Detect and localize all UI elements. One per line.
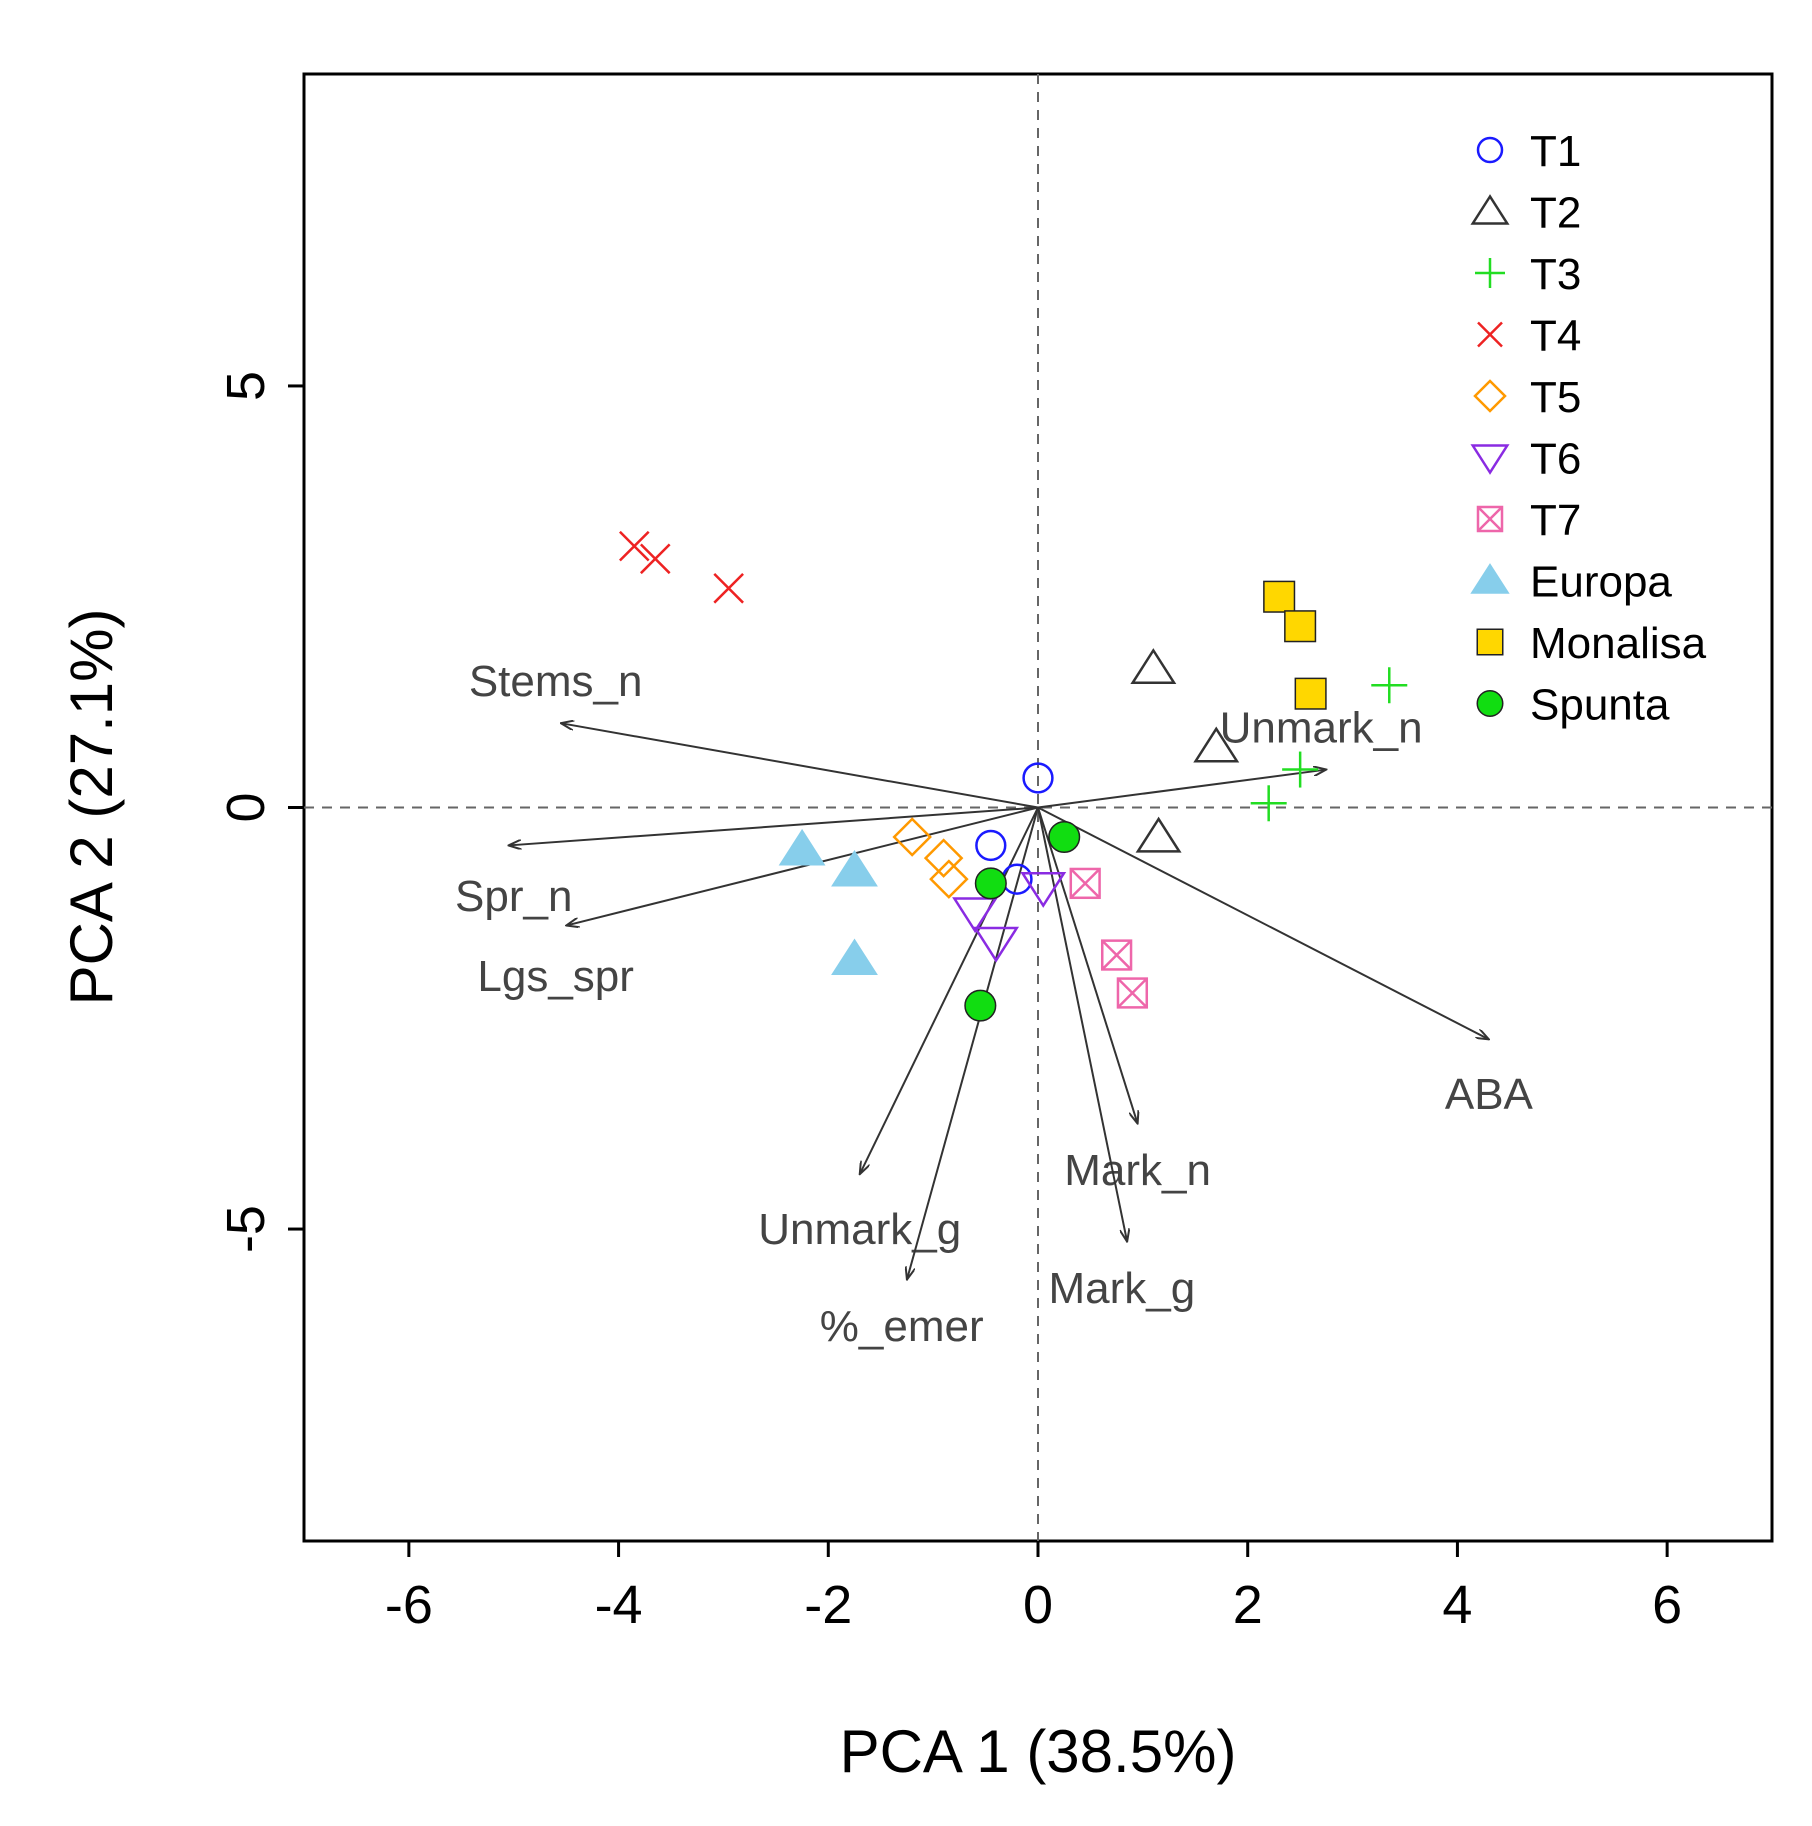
legend-marker-monalisa xyxy=(1476,628,1504,656)
legend-label: Monalisa xyxy=(1530,619,1707,668)
legend-label: T7 xyxy=(1530,496,1581,545)
y-tick-label: 0 xyxy=(216,792,276,822)
point-europa xyxy=(831,938,878,976)
legend: T1 T2 T3 T4 T5 T6 T7 Europa Monalisa Spunta xyxy=(1470,127,1707,730)
legend-marker-europa xyxy=(1470,563,1510,594)
legend-marker-t3 xyxy=(1475,258,1505,288)
legend-marker-t6 xyxy=(1470,444,1510,475)
data-points xyxy=(619,530,1408,1022)
loading-label: Mark_g xyxy=(1049,1264,1196,1313)
point-t7 xyxy=(1069,867,1101,900)
loading-label: Lgs_spr xyxy=(477,952,634,1001)
x-tick-label: -4 xyxy=(595,1575,643,1635)
legend-label: Europa xyxy=(1530,558,1672,607)
point-t3 xyxy=(1282,751,1319,788)
loading-arrow xyxy=(561,723,1039,809)
point-spunta xyxy=(964,989,997,1022)
point-t4 xyxy=(639,543,671,575)
point-spunta xyxy=(1048,820,1081,854)
loading-label: Unmark_n xyxy=(1220,703,1423,752)
x-tick-label: 2 xyxy=(1233,1575,1263,1635)
loading-arrows: Stems_n Spr_n Lgs_spr Unmark_n ABA Mark_n Mark… xyxy=(455,657,1534,1351)
loading-arrow xyxy=(508,806,1039,846)
point-europa xyxy=(831,850,878,887)
point-spunta xyxy=(974,867,1007,900)
legend-label: T3 xyxy=(1530,250,1581,299)
y-tick-label: 5 xyxy=(216,371,276,401)
point-monalisa xyxy=(1294,677,1327,710)
point-t5 xyxy=(923,838,964,878)
loading-label: %_emer xyxy=(820,1302,984,1351)
loading-arrow xyxy=(1037,806,1489,1040)
point-t6 xyxy=(952,897,999,934)
loading-label: Stems_n xyxy=(469,657,643,706)
legend-label: T5 xyxy=(1530,373,1581,422)
x-tick-label: -2 xyxy=(804,1575,852,1635)
loading-arrow xyxy=(1037,770,1326,809)
point-t3 xyxy=(1250,785,1287,822)
loading-arrow xyxy=(566,806,1039,926)
point-t2 xyxy=(1193,726,1240,763)
y-axis: -5 0 5 xyxy=(216,371,304,1253)
legend-label: T4 xyxy=(1530,312,1581,361)
point-t5 xyxy=(929,859,969,899)
loading-label: ABA xyxy=(1445,1070,1534,1119)
y-axis-title: PCA 2 (27.1%) xyxy=(58,609,125,1006)
legend-marker-t1 xyxy=(1476,136,1504,164)
x-tick-label: -6 xyxy=(385,1575,433,1635)
legend-label: T1 xyxy=(1530,127,1581,176)
point-t3 xyxy=(1371,667,1408,704)
point-t5 xyxy=(892,817,932,857)
loading-label: Unmark_g xyxy=(758,1205,961,1254)
point-europa xyxy=(778,828,826,866)
point-monalisa xyxy=(1263,580,1296,613)
x-axis: -6 -4 -2 0 2 4 6 xyxy=(385,1541,1682,1635)
x-tick-label: 4 xyxy=(1442,1575,1472,1635)
loading-label: Mark_n xyxy=(1064,1146,1211,1195)
loading-label: Spr_n xyxy=(455,872,572,921)
loading-arrow xyxy=(1037,807,1127,1242)
point-t7 xyxy=(1116,977,1149,1009)
point-t6 xyxy=(1020,871,1067,908)
legend-marker-spunta xyxy=(1476,690,1504,717)
point-t4 xyxy=(619,530,650,562)
point-t6 xyxy=(973,926,1020,963)
y-tick-label: -5 xyxy=(216,1205,276,1253)
point-t1 xyxy=(1022,762,1054,794)
loading-arrow xyxy=(907,807,1039,1280)
legend-label: T6 xyxy=(1530,435,1581,484)
legend-marker-t4 xyxy=(1477,321,1503,348)
x-tick-label: 0 xyxy=(1023,1575,1053,1635)
point-monalisa xyxy=(1284,610,1317,643)
legend-label: Spunta xyxy=(1530,681,1670,730)
legend-label: T2 xyxy=(1530,189,1581,238)
legend-marker-t7 xyxy=(1476,505,1504,533)
x-axis-title: PCA 1 (38.5%) xyxy=(840,1718,1237,1785)
loading-arrow xyxy=(1037,807,1138,1124)
point-t2 xyxy=(1135,816,1182,853)
point-t2 xyxy=(1130,648,1177,685)
point-t1 xyxy=(975,829,1007,862)
point-t7 xyxy=(1100,939,1133,971)
x-tick-label: 6 xyxy=(1652,1575,1682,1635)
legend-marker-t5 xyxy=(1473,379,1507,413)
legend-marker-t2 xyxy=(1470,194,1510,225)
point-t4 xyxy=(713,573,744,604)
